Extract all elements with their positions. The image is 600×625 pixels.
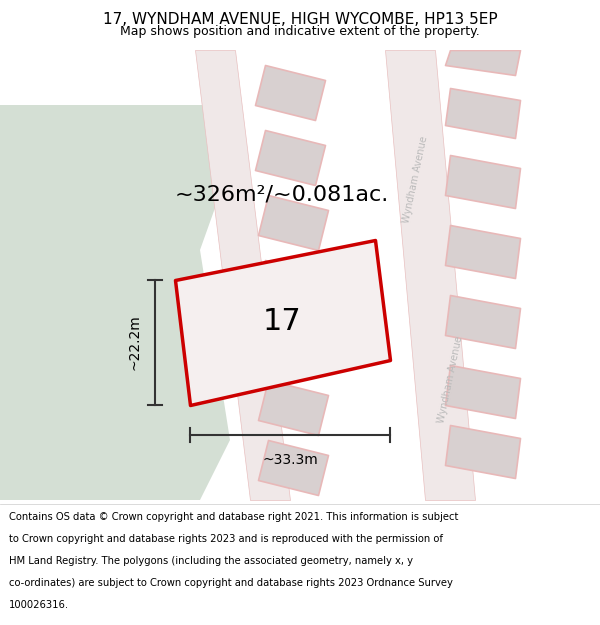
Text: HM Land Registry. The polygons (including the associated geometry, namely x, y: HM Land Registry. The polygons (includin… <box>9 556 413 566</box>
Text: Contains OS data © Crown copyright and database right 2021. This information is : Contains OS data © Crown copyright and d… <box>9 512 458 522</box>
Text: 100026316.: 100026316. <box>9 600 69 610</box>
Text: Wyndham Avenue: Wyndham Avenue <box>436 336 464 424</box>
Text: 17, WYNDHAM AVENUE, HIGH WYCOMBE, HP13 5EP: 17, WYNDHAM AVENUE, HIGH WYCOMBE, HP13 5… <box>103 12 497 28</box>
Text: to Crown copyright and database rights 2023 and is reproduced with the permissio: to Crown copyright and database rights 2… <box>9 534 443 544</box>
Text: ~326m²/~0.081ac.: ~326m²/~0.081ac. <box>175 185 389 205</box>
Text: ~33.3m: ~33.3m <box>262 453 318 467</box>
Text: Map shows position and indicative extent of the property.: Map shows position and indicative extent… <box>120 24 480 38</box>
Text: ~22.2m: ~22.2m <box>127 314 141 371</box>
Text: 17: 17 <box>263 307 302 336</box>
Text: co-ordinates) are subject to Crown copyright and database rights 2023 Ordnance S: co-ordinates) are subject to Crown copyr… <box>9 578 453 588</box>
Text: Wyndham Avenue: Wyndham Avenue <box>401 136 429 224</box>
